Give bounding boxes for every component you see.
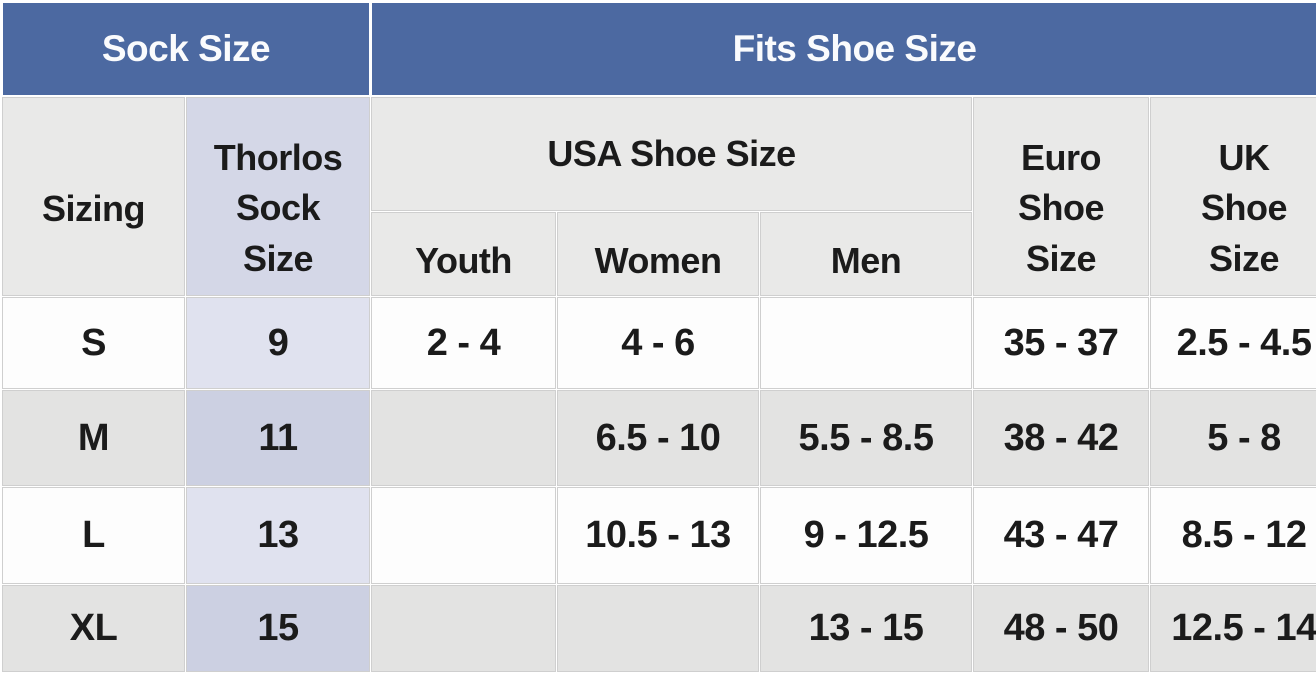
cell-xl-sizing: XL <box>3 586 184 671</box>
cell-xl-euro: 48 - 50 <box>974 586 1149 671</box>
table-row-m: M 11 6.5 - 10 5.5 - 8.5 38 - 42 5 - 8 <box>3 391 1316 485</box>
cell-l-uk: 8.5 - 12 <box>1151 488 1316 583</box>
cell-l-euro: 43 - 47 <box>974 488 1149 583</box>
cell-xl-women <box>558 586 759 671</box>
column-header-row: Sizing Thorlos Sock Size USA Shoe Size E… <box>3 98 1316 295</box>
col-header-usa-shoe-size: USA Shoe Size <box>372 98 972 210</box>
col-header-women: Women <box>558 213 759 295</box>
header-sock-size: Sock Size <box>3 3 370 95</box>
cell-s-euro: 35 - 37 <box>974 298 1149 388</box>
cell-l-men: 9 - 12.5 <box>761 488 972 583</box>
table-row-xl: XL 15 13 - 15 48 - 50 12.5 - 14 <box>3 586 1316 671</box>
cell-s-women: 4 - 6 <box>558 298 759 388</box>
cell-s-men <box>761 298 972 388</box>
table-row-l: L 13 10.5 - 13 9 - 12.5 43 - 47 8.5 - 12 <box>3 488 1316 583</box>
cell-xl-sock-size: 15 <box>187 586 370 671</box>
cell-m-sizing: M <box>3 391 184 485</box>
cell-m-euro: 38 - 42 <box>974 391 1149 485</box>
cell-xl-men: 13 - 15 <box>761 586 972 671</box>
header-fits-shoe-size: Fits Shoe Size <box>372 3 1316 95</box>
cell-m-women: 6.5 - 10 <box>558 391 759 485</box>
cell-l-youth <box>372 488 556 583</box>
col-header-euro-shoe-size: Euro Shoe Size <box>974 98 1149 295</box>
cell-l-sizing: L <box>3 488 184 583</box>
usa-subheader-row: Youth Women Men <box>3 213 1316 295</box>
cell-s-sock-size: 9 <box>187 298 370 388</box>
cell-m-youth <box>372 391 556 485</box>
cell-m-men: 5.5 - 8.5 <box>761 391 972 485</box>
table-row-s: S 9 2 - 4 4 - 6 35 - 37 2.5 - 4.5 <box>3 298 1316 388</box>
cell-xl-youth <box>372 586 556 671</box>
cell-s-uk: 2.5 - 4.5 <box>1151 298 1316 388</box>
col-header-sizing: Sizing <box>3 98 184 295</box>
banner-row: Sock Size Fits Shoe Size <box>3 3 1316 95</box>
col-header-men: Men <box>761 213 972 295</box>
cell-m-sock-size: 11 <box>187 391 370 485</box>
col-header-youth: Youth <box>372 213 556 295</box>
cell-l-sock-size: 13 <box>187 488 370 583</box>
cell-xl-uk: 12.5 - 14 <box>1151 586 1316 671</box>
cell-s-youth: 2 - 4 <box>372 298 556 388</box>
cell-s-sizing: S <box>3 298 184 388</box>
col-header-thorlos-sock-size: Thorlos Sock Size <box>187 98 370 295</box>
col-header-uk-shoe-size: UK Shoe Size <box>1151 98 1316 295</box>
cell-m-uk: 5 - 8 <box>1151 391 1316 485</box>
cell-l-women: 10.5 - 13 <box>558 488 759 583</box>
